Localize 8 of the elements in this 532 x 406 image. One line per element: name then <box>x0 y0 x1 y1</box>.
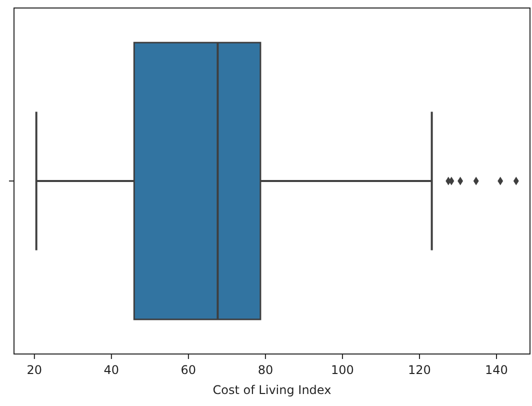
x-tick-label: 100 <box>331 363 354 377</box>
x-tick-label: 60 <box>180 363 196 377</box>
x-tick-label: 20 <box>26 363 42 377</box>
x-tick-label: 140 <box>485 363 508 377</box>
x-tick-label: 40 <box>104 363 120 377</box>
x-axis-title: Cost of Living Index <box>212 383 332 397</box>
x-tick-label: 120 <box>408 363 431 377</box>
x-tick-label: 80 <box>258 363 274 377</box>
